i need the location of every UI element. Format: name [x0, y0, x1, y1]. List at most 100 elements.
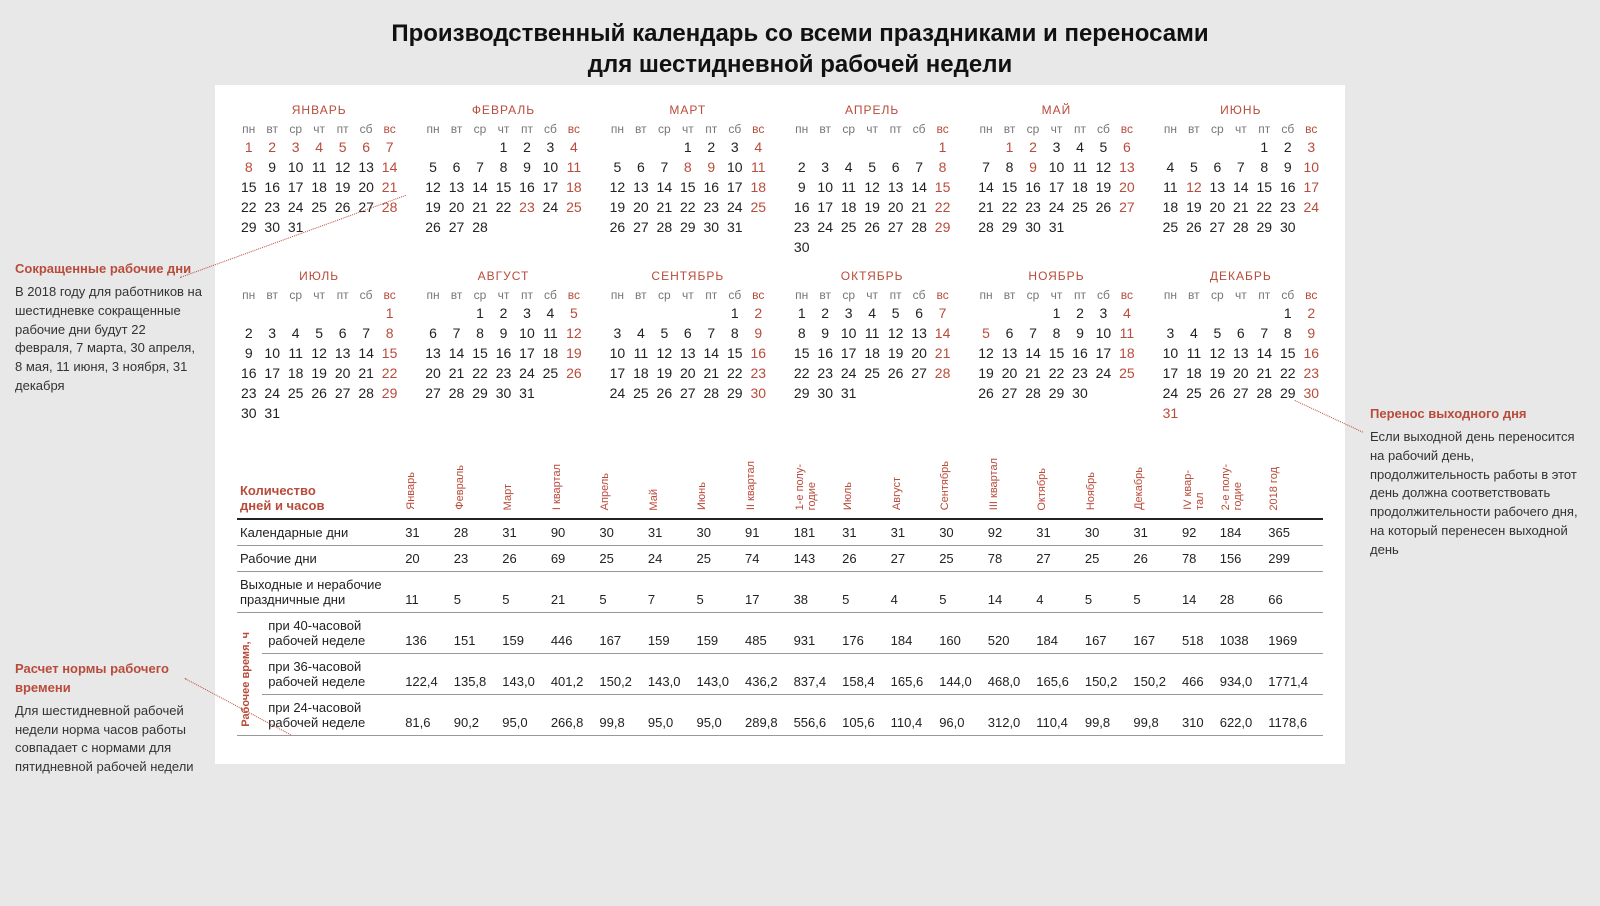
- day-cell: 5: [653, 323, 676, 343]
- week-row: 15161718192021: [237, 177, 401, 197]
- summary-cell: 5: [1130, 572, 1179, 613]
- day-cell: 11: [629, 343, 652, 363]
- day-cell: 27: [331, 383, 354, 403]
- callout-norm: Расчет нормы рабочего времени Для шестид…: [15, 660, 205, 777]
- day-cell: 8: [676, 157, 699, 177]
- dow-cell: сб: [539, 287, 562, 303]
- day-cell: 25: [562, 197, 585, 217]
- day-cell: 2: [237, 323, 260, 343]
- day-cell: 11: [860, 323, 883, 343]
- week-row: 19202122232425: [606, 197, 770, 217]
- summary-cell: 5: [693, 572, 742, 613]
- week-row: 252627282930: [1159, 217, 1323, 237]
- day-cell: 8: [237, 157, 260, 177]
- day-cell: 4: [307, 137, 330, 157]
- day-cell: 5: [884, 303, 907, 323]
- day-cell: 15: [1253, 177, 1276, 197]
- day-cell: 14: [1021, 343, 1044, 363]
- day-cell: 8: [1253, 157, 1276, 177]
- month: АПРЕЛЬпнвтсрчтптсбвс00000012345678910111…: [790, 103, 954, 257]
- day-cell: 25: [629, 383, 652, 403]
- day-cell: 9: [1068, 323, 1091, 343]
- dow-cell: сб: [354, 287, 377, 303]
- day-cell: 26: [1182, 217, 1205, 237]
- day-cell: 5: [860, 157, 883, 177]
- day-cell: 12: [307, 343, 330, 363]
- day-cell: 6: [445, 157, 468, 177]
- summary-row-label: при 40-часовой рабочей неделе: [262, 613, 402, 654]
- summary-cell: 99,8: [1130, 695, 1179, 736]
- day-cell: 5: [606, 157, 629, 177]
- day-cell: 18: [747, 177, 770, 197]
- day-cell: 16: [813, 343, 836, 363]
- day-cell: 10: [723, 157, 746, 177]
- day-cell: 25: [1182, 383, 1205, 403]
- day-cell: 27: [676, 383, 699, 403]
- summary-cell: 90,2: [451, 695, 500, 736]
- day-cell: 16: [747, 343, 770, 363]
- day-cell: 16: [1300, 343, 1323, 363]
- day-cell: 21: [1021, 363, 1044, 383]
- day-cell: 12: [884, 323, 907, 343]
- day-cell: 12: [331, 157, 354, 177]
- day-cell: 29: [468, 383, 491, 403]
- summary-col: Июль: [839, 453, 888, 519]
- day-cell: 31: [723, 217, 746, 237]
- callout-shift: Перенос выходного дня Если выходной день…: [1370, 405, 1580, 560]
- week-row: 262728: [421, 217, 585, 237]
- summary-cell: 66: [1265, 572, 1323, 613]
- summary-cell: 31: [1033, 519, 1082, 546]
- day-cell: 4: [629, 323, 652, 343]
- day-cell: 10: [1092, 323, 1115, 343]
- day-cell: 3: [837, 303, 860, 323]
- dow-cell: ср: [468, 287, 491, 303]
- summary-cell: 150,2: [1082, 654, 1131, 695]
- week-row: 6789101112: [421, 323, 585, 343]
- day-cell: 31: [1045, 217, 1068, 237]
- month-title: МАРТ: [606, 103, 770, 117]
- day-cell: 14: [1253, 343, 1276, 363]
- callout-title: Сокращенные рабочие дни: [15, 260, 205, 279]
- summary-cell: 95,0: [499, 695, 548, 736]
- summary-cell: 5: [451, 572, 500, 613]
- day-cell: 25: [1115, 363, 1138, 383]
- day-cell: 24: [1092, 363, 1115, 383]
- day-cell: 2: [747, 303, 770, 323]
- day-cell: 8: [492, 157, 515, 177]
- day-cell: 11: [562, 157, 585, 177]
- day-cell: 5: [1092, 137, 1115, 157]
- summary-cell: 165,6: [888, 654, 937, 695]
- day-cell: 15: [931, 177, 954, 197]
- dow-cell: пт: [700, 287, 723, 303]
- day-cell: 25: [1159, 217, 1182, 237]
- week-row: 3456789: [606, 323, 770, 343]
- day-cell: 11: [1115, 323, 1138, 343]
- day-cell: 14: [653, 177, 676, 197]
- day-cell: 4: [1159, 157, 1182, 177]
- day-cell: 29: [1253, 217, 1276, 237]
- summary-cell: 26: [839, 546, 888, 572]
- day-cell: 3: [515, 303, 538, 323]
- day-cell: 8: [998, 157, 1021, 177]
- day-cell: 2: [1021, 137, 1044, 157]
- day-cell: 6: [884, 157, 907, 177]
- day-cell: 20: [1229, 363, 1252, 383]
- day-cell: 9: [237, 343, 260, 363]
- day-cell: 11: [284, 343, 307, 363]
- month-title: ИЮНЬ: [1159, 103, 1323, 117]
- day-cell: 30: [700, 217, 723, 237]
- day-cell: 9: [492, 323, 515, 343]
- summary-cell: 156: [1217, 546, 1266, 572]
- summary-cell: 135,8: [451, 654, 500, 695]
- day-cell: 15: [1276, 343, 1299, 363]
- day-cell: 25: [747, 197, 770, 217]
- day-cell: 31: [837, 383, 860, 403]
- month: НОЯБРЬпнвтсрчтптсбвс00012345678910111213…: [974, 269, 1138, 423]
- dow-cell: вс: [1115, 287, 1138, 303]
- week-row: 9101112131415: [237, 343, 401, 363]
- day-cell: 1: [1253, 137, 1276, 157]
- day-cell: 20: [1115, 177, 1138, 197]
- summary-cell: 26: [1130, 546, 1179, 572]
- summary-cell: 25: [596, 546, 645, 572]
- summary-cell: 31: [888, 519, 937, 546]
